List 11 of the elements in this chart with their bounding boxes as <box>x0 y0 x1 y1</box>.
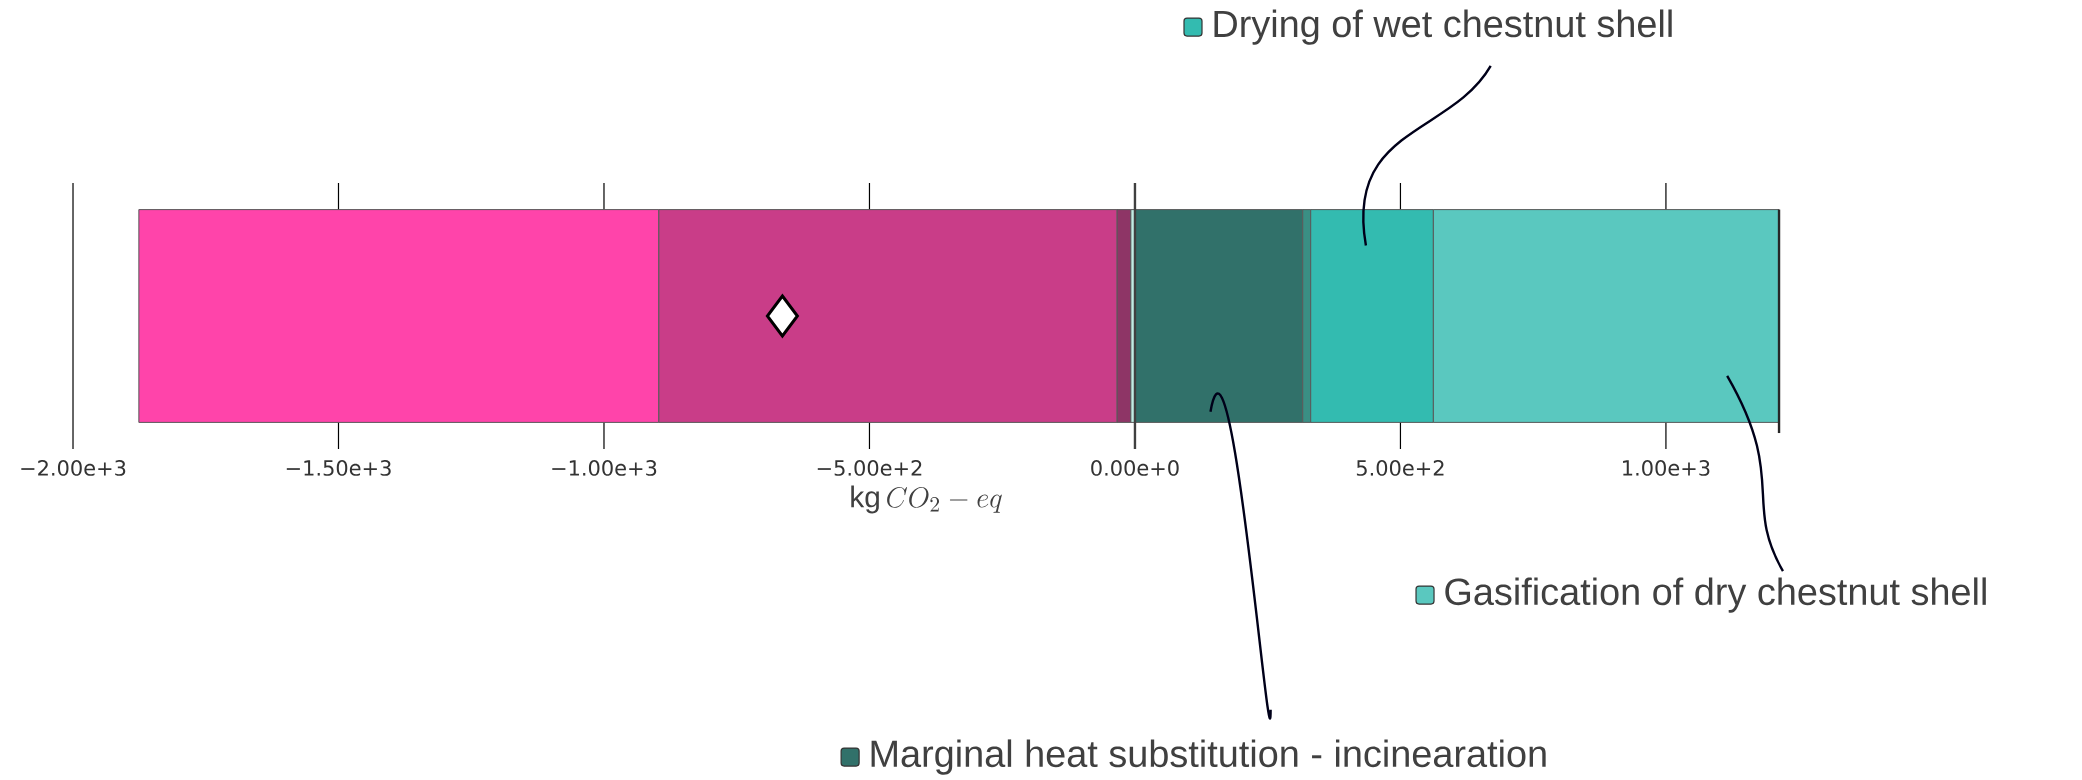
legend-label: Gasification of dry chestnut shell <box>1445 577 1986 613</box>
x-tick-label: 1.00e+3 <box>1623 460 1710 476</box>
x-axis-title: $\mathrm{kg}\,CO_2 - eq$ <box>851 485 1002 514</box>
legend-label: Marginal heat substitution - incinearation <box>871 739 1546 775</box>
x-tick-label: −1.00e+3 <box>552 460 657 476</box>
legend-label: Drying of wet chestnut shell <box>1214 9 1672 45</box>
x-tick-label: 5.00e+2 <box>1356 460 1444 476</box>
x-tick-label: −2.00e+3 <box>21 460 126 476</box>
x-tick-label: −5.00e+2 <box>817 460 922 476</box>
x-tick-label: −1.50e+3 <box>286 460 391 476</box>
x-tick-label: 0.00e+0 <box>1091 460 1179 476</box>
